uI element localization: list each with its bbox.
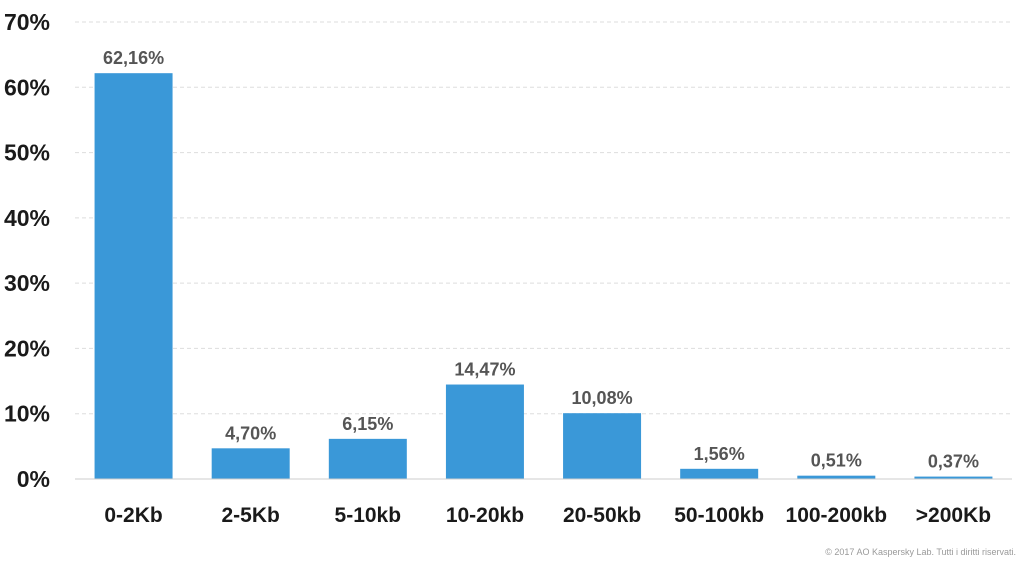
y-tick-label: 60% xyxy=(4,74,50,100)
y-tick-label: 40% xyxy=(4,205,50,231)
y-tick-label: 10% xyxy=(4,401,50,427)
data-label: 4,70% xyxy=(225,423,276,443)
y-tick-label: 70% xyxy=(4,9,50,35)
x-tick-label: 50-100kb xyxy=(674,504,764,527)
y-tick-label: 30% xyxy=(4,270,50,296)
bar xyxy=(94,73,173,480)
x-tick-label: 10-20kb xyxy=(446,504,524,527)
y-tick-label: 50% xyxy=(4,140,50,166)
x-tick-label: >200Kb xyxy=(916,504,991,527)
data-label: 10,08% xyxy=(572,388,633,408)
grid-lines xyxy=(75,21,1012,415)
data-label: 62,16% xyxy=(103,48,164,68)
bar xyxy=(914,476,993,479)
data-label: 0,37% xyxy=(928,452,979,472)
x-tick-label: 100-200kb xyxy=(786,504,888,527)
bar xyxy=(328,438,407,479)
x-tick-label: 2-5Kb xyxy=(222,504,280,527)
bar xyxy=(680,468,759,479)
y-tick-label: 20% xyxy=(4,335,50,361)
data-label: 0,51% xyxy=(811,451,862,471)
bar xyxy=(211,448,290,479)
data-label: 6,15% xyxy=(342,414,393,434)
data-label: 14,47% xyxy=(454,360,515,380)
x-tick-label: 0-2Kb xyxy=(104,504,162,527)
y-tick-label: 0% xyxy=(17,466,50,492)
bar xyxy=(445,384,524,479)
data-label: 1,56% xyxy=(694,444,745,464)
bars xyxy=(94,73,993,480)
y-axis-ticks: 0% 10% 20% 30% 40% 50% 60% 70% xyxy=(4,9,50,492)
bar xyxy=(563,413,642,479)
x-tick-label: 20-50kb xyxy=(563,504,641,527)
data-labels: 62,16% 4,70% 6,15% 14,47% 10,08% 1,56% 0,51% 0,… xyxy=(103,48,979,471)
bar xyxy=(797,475,876,479)
copyright-notice: © 2017 AO Kaspersky Lab. Tutti i diritti… xyxy=(825,547,1016,557)
x-axis-ticks: 0-2Kb 2-5Kb 5-10kb 10-20kb 20-50kb 50-100kb 10… xyxy=(104,504,991,527)
x-tick-label: 5-10kb xyxy=(335,504,402,527)
